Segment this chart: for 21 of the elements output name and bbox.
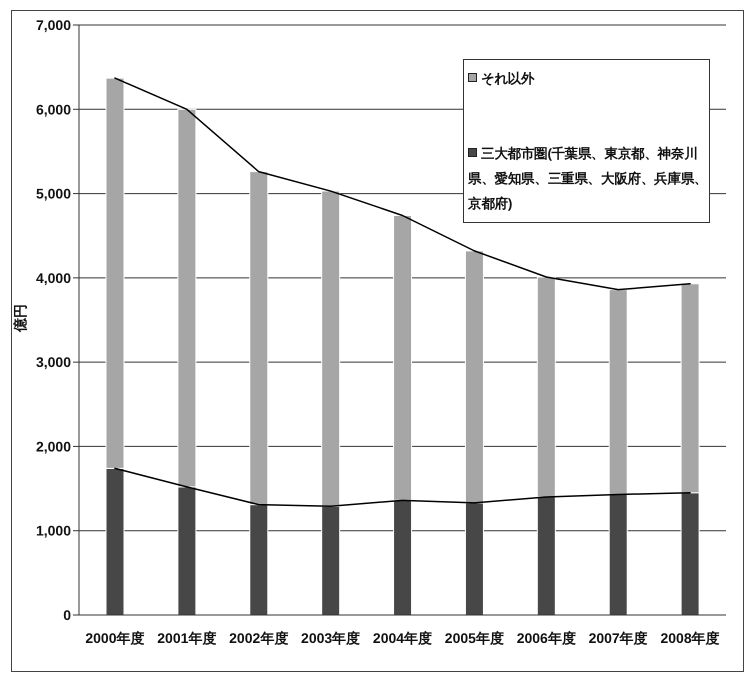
legend-label: それ以外 xyxy=(481,71,534,86)
x-tick-label: 2005年度 xyxy=(444,630,504,646)
x-tick-label: 2000年度 xyxy=(85,630,145,646)
line-series xyxy=(114,468,691,508)
y-tick-label: 0 xyxy=(63,606,72,623)
y-tick-label: 1,000 xyxy=(36,522,72,539)
x-tick-label: 2006年度 xyxy=(516,630,576,646)
y-tick-label: 4,000 xyxy=(36,270,72,286)
y-tick-label: 2,000 xyxy=(36,438,72,454)
x-tick-label: 2008年度 xyxy=(660,630,720,646)
legend-label: 三大都市圏(千葉県、東京都、神奈川県、愛知県、三重県、大阪府、兵庫県、京都府) xyxy=(468,146,708,211)
x-tick-label: 2001年度 xyxy=(157,630,216,646)
x-tick-label: 2007年度 xyxy=(588,630,648,646)
y-axis-title: 億円 xyxy=(11,303,29,334)
x-tick-label: 2002年度 xyxy=(229,630,288,646)
y-tick-label: 3,000 xyxy=(36,354,72,370)
x-tick-label: 2003年度 xyxy=(301,630,360,646)
x-tick-label: 2004年度 xyxy=(372,630,432,646)
y-tick-label: 5,000 xyxy=(36,186,72,202)
y-tick-label: 6,000 xyxy=(36,101,72,118)
y-tick-label: 7,000 xyxy=(36,16,72,33)
